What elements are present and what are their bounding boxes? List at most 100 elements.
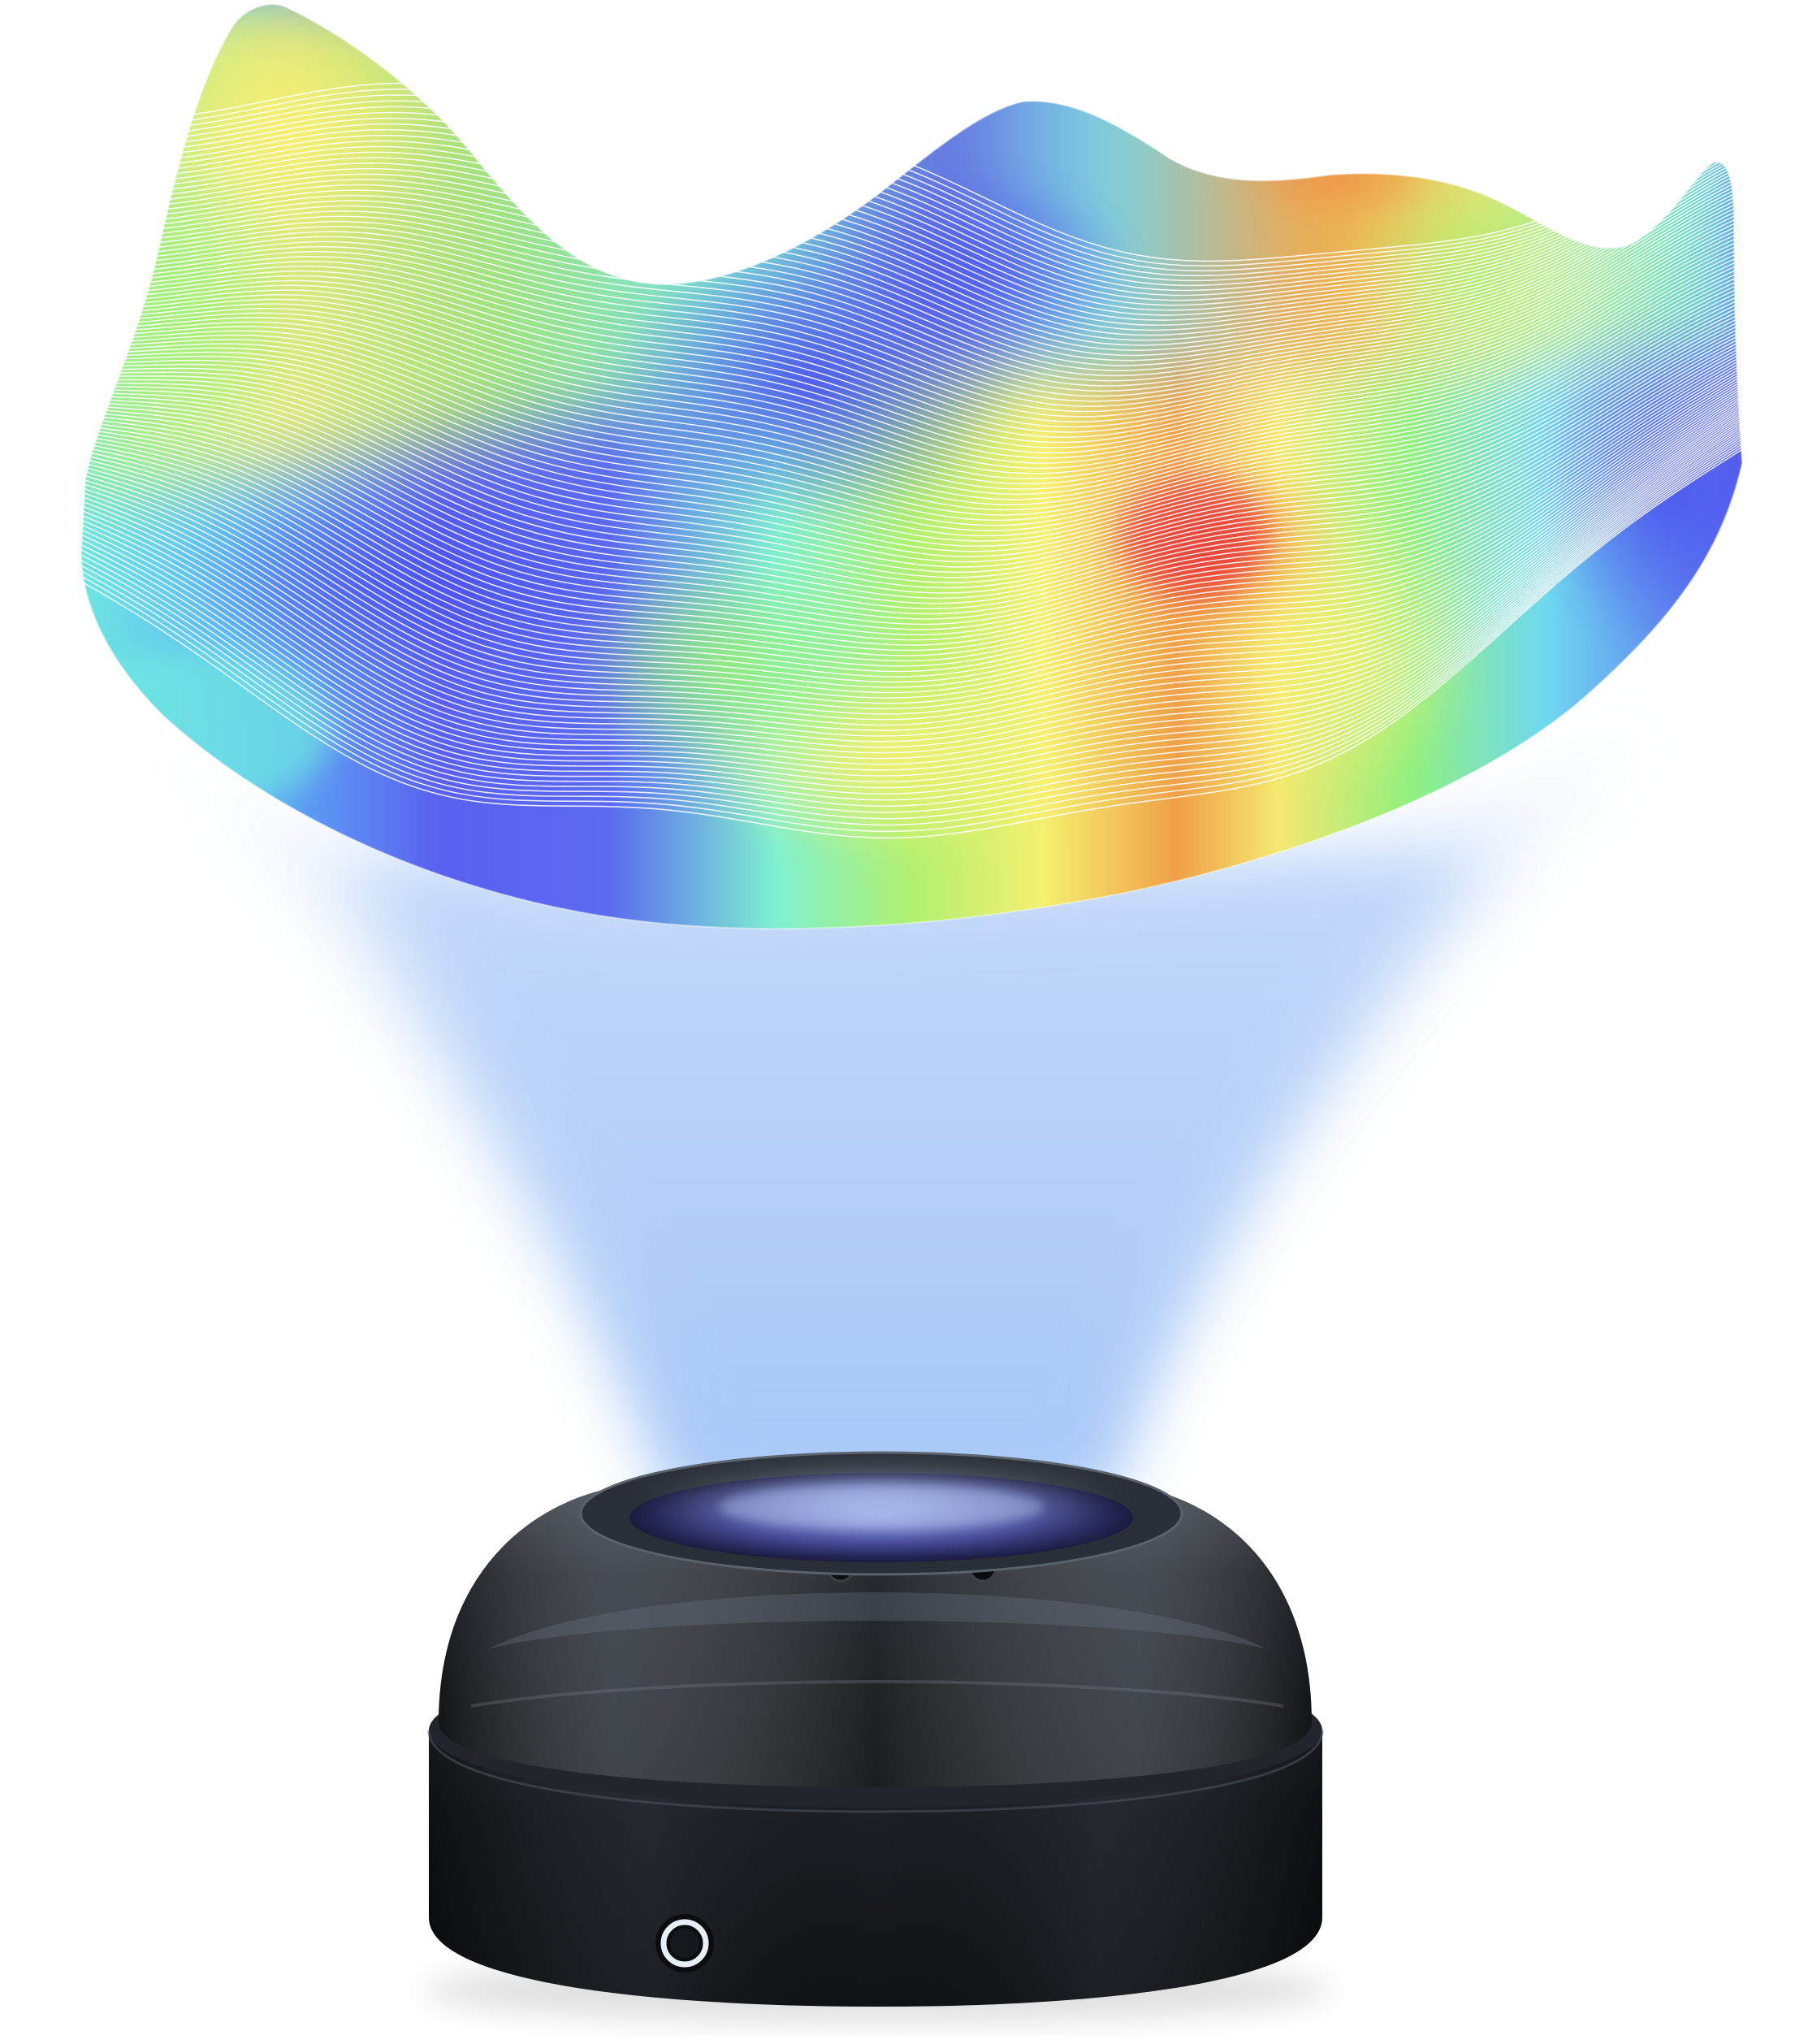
contour-line — [81, 243, 1742, 480]
contour-line — [81, 277, 1742, 526]
contour-lines — [81, 82, 1742, 839]
contour-line — [81, 270, 1742, 516]
contour-line — [81, 348, 1742, 641]
contour-line — [81, 316, 1742, 583]
contour-line — [81, 422, 1742, 820]
contour-line — [81, 180, 1742, 397]
contour-line — [81, 250, 1742, 490]
contour-line — [81, 148, 1742, 352]
contour-line — [81, 363, 1742, 673]
projection-beam — [162, 715, 1673, 1503]
contour-line — [81, 313, 1742, 578]
contour-line — [81, 381, 1742, 715]
contour-line — [81, 231, 1742, 464]
contour-line — [81, 353, 1742, 652]
contour-line — [81, 134, 1742, 331]
contour-line — [81, 151, 1742, 357]
contour-line — [81, 401, 1742, 765]
contour-line — [81, 413, 1742, 795]
contour-line — [81, 377, 1742, 704]
contour-line — [81, 420, 1742, 813]
contour-line — [81, 399, 1742, 760]
contour-line — [81, 370, 1742, 688]
contour-line — [81, 403, 1742, 771]
contour-line — [81, 372, 1742, 694]
power-button[interactable] — [655, 1914, 714, 1973]
contour-line — [81, 203, 1742, 428]
contour-line — [81, 345, 1742, 636]
contour-line — [81, 94, 1742, 272]
contour-line — [81, 318, 1742, 589]
contour-line — [81, 405, 1742, 777]
contour-line — [81, 219, 1742, 448]
contour-line — [81, 292, 1742, 548]
contour-line — [81, 103, 1742, 282]
contour-line — [81, 239, 1742, 474]
contour-line — [81, 121, 1742, 311]
contour-line — [81, 165, 1742, 377]
contour-line — [81, 379, 1742, 710]
contour-line — [81, 388, 1742, 731]
contour-line — [81, 274, 1742, 522]
contour-line — [81, 331, 1742, 609]
contour-line — [81, 356, 1742, 656]
contour-line — [81, 408, 1742, 783]
contour-line — [81, 211, 1742, 439]
contour-line — [81, 172, 1742, 387]
contour-line — [81, 358, 1742, 662]
contour-line — [81, 343, 1742, 630]
contour-line — [81, 415, 1742, 801]
contour-line — [81, 128, 1742, 321]
contour-line — [81, 340, 1742, 626]
contour-line — [81, 302, 1742, 563]
contour-line — [81, 281, 1742, 531]
contour-line — [81, 162, 1742, 371]
contour-line — [81, 418, 1742, 808]
contour-line — [81, 169, 1742, 382]
contour-line — [81, 207, 1742, 433]
contour-line — [81, 262, 1742, 506]
contour-line — [81, 124, 1742, 316]
contour-line — [81, 350, 1742, 646]
contour-line — [81, 254, 1742, 496]
contour-line — [81, 137, 1742, 336]
contour-line — [81, 299, 1742, 557]
contour-line — [81, 410, 1742, 789]
contour-line — [81, 305, 1742, 568]
contour-line — [81, 309, 1742, 574]
contour-line — [81, 106, 1742, 287]
contour-line — [81, 325, 1742, 600]
contour-line — [81, 158, 1742, 366]
contour-line — [81, 141, 1742, 341]
contour-line — [81, 109, 1742, 292]
contour-line — [81, 235, 1742, 470]
contour-line — [81, 196, 1742, 418]
contour-line — [81, 375, 1742, 699]
contour-line — [81, 192, 1742, 413]
contour-line — [81, 328, 1742, 604]
contour-line — [81, 246, 1742, 485]
contour-line — [81, 115, 1742, 301]
contour-line — [81, 258, 1742, 500]
contour-line — [81, 227, 1742, 459]
contour-line — [81, 366, 1742, 678]
contour-line — [81, 296, 1742, 552]
contour-line — [81, 199, 1742, 423]
contour-line — [81, 284, 1742, 537]
contour-line — [81, 368, 1742, 683]
contour-line — [81, 431, 1742, 839]
contour-line — [81, 428, 1742, 833]
contour-line — [81, 118, 1742, 306]
contour-line — [81, 131, 1742, 327]
contour-line — [81, 188, 1742, 407]
contour-line — [81, 176, 1742, 392]
contour-line — [81, 322, 1742, 594]
contour-line — [81, 288, 1742, 542]
contour-line — [81, 386, 1742, 726]
contour-line — [81, 337, 1742, 620]
contour-line — [81, 383, 1742, 721]
contour-line — [81, 223, 1742, 454]
contour-line — [81, 396, 1742, 754]
